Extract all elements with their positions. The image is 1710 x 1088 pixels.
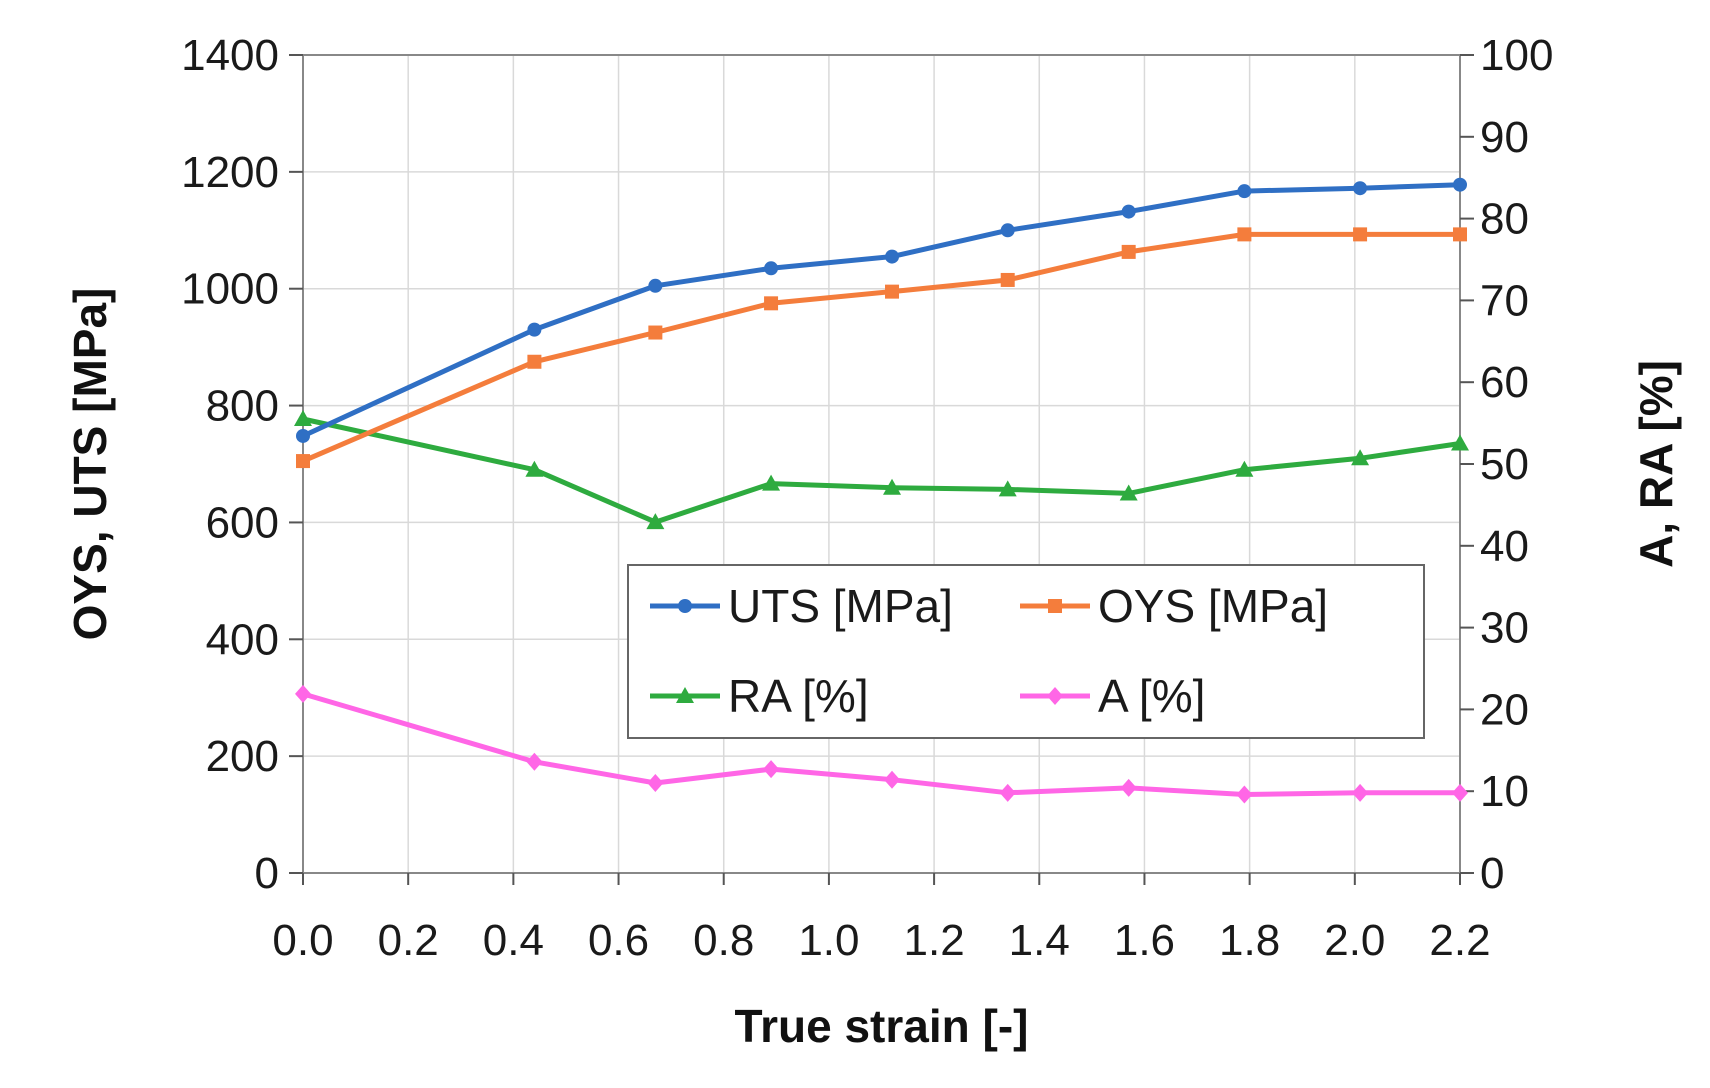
y-right-tick-label: 20	[1480, 685, 1529, 734]
y-right-tick-label: 10	[1480, 767, 1529, 816]
data-point	[646, 513, 665, 530]
y-right-tick-label: 60	[1480, 358, 1529, 407]
legend-label: A [%]	[1098, 670, 1205, 722]
y-left-tick-label: 0	[255, 849, 279, 898]
data-point	[999, 783, 1016, 802]
y-right-tick-label: 50	[1480, 440, 1529, 489]
series-line	[302, 416, 1461, 525]
x-tick-label: 0.6	[588, 916, 649, 965]
y-right-tick-label: 90	[1480, 113, 1529, 162]
data-point	[763, 760, 780, 779]
data-point	[884, 770, 901, 789]
data-point	[883, 478, 902, 495]
y-left-tick-label: 400	[206, 615, 279, 664]
y-right-tick-label: 100	[1480, 31, 1553, 80]
y-left-tick-label: 1400	[181, 31, 279, 80]
series-ra	[294, 410, 1469, 530]
data-point	[998, 480, 1017, 497]
data-point	[295, 684, 311, 703]
data-point	[294, 410, 312, 427]
data-point	[526, 752, 543, 771]
series-line	[302, 231, 1460, 464]
x-tick-label: 1.4	[1009, 916, 1070, 965]
legend-item: A [%]	[1020, 670, 1205, 722]
series-oys	[296, 227, 1467, 469]
data-point	[1235, 460, 1254, 477]
data-point	[1351, 449, 1370, 466]
data-point	[647, 774, 664, 793]
data-point	[1237, 184, 1252, 199]
data-point	[525, 460, 544, 477]
x-axis-title: True strain [-]	[735, 1000, 1029, 1052]
y-left-tick-label: 800	[206, 382, 279, 431]
data-point	[1237, 227, 1252, 242]
data-point	[1452, 783, 1468, 802]
x-tick-label: 1.6	[1114, 916, 1175, 965]
y-right-tick-label: 0	[1480, 849, 1504, 898]
y-axis-left-title: OYS, UTS [MPa]	[64, 288, 116, 641]
data-point	[1000, 272, 1015, 287]
legend-item: RA [%]	[650, 670, 869, 722]
data-point	[764, 296, 779, 311]
legend-label: UTS [MPa]	[728, 580, 953, 632]
data-point	[1353, 181, 1368, 196]
x-tick-label: 2.0	[1324, 916, 1385, 965]
y-right-tick-label: 70	[1480, 276, 1529, 325]
legend-label: RA [%]	[728, 670, 869, 722]
y-right-tick-label: 80	[1480, 195, 1529, 244]
legend-label: OYS [MPa]	[1098, 580, 1328, 632]
y-left-tick-label: 200	[206, 732, 279, 781]
data-point	[648, 325, 663, 340]
data-point	[527, 322, 542, 337]
data-point	[1121, 204, 1136, 219]
data-point	[1120, 778, 1137, 797]
series	[294, 177, 1469, 804]
data-point	[885, 249, 900, 264]
series-line	[301, 182, 1461, 439]
y-axis-right-title: A, RA [%]	[1630, 360, 1682, 568]
x-tick-label: 1.0	[798, 916, 859, 965]
legend: UTS [MPa] OYS [MPa] RA [%] A [%]	[627, 564, 1425, 739]
data-point	[885, 284, 900, 299]
y-left-tick-label: 1200	[181, 148, 279, 197]
legend-box	[627, 564, 1425, 739]
x-tick-label: 1.8	[1219, 916, 1280, 965]
legend-marker	[1048, 599, 1062, 613]
series-a	[295, 684, 1468, 804]
legend-marker	[1047, 687, 1063, 705]
x-tick-label: 0.0	[272, 916, 333, 965]
data-point	[762, 474, 781, 491]
legend-item: OYS [MPa]	[1020, 580, 1328, 632]
data-point	[296, 454, 310, 469]
legend-item: UTS [MPa]	[650, 580, 953, 632]
legend-marker	[676, 687, 694, 703]
data-point	[1353, 227, 1368, 242]
y-right-tick-label: 30	[1480, 604, 1529, 653]
series-uts	[296, 177, 1467, 443]
x-tick-label: 0.4	[483, 916, 544, 965]
data-point	[1352, 783, 1369, 802]
data-point	[1121, 244, 1136, 259]
data-point	[296, 428, 310, 443]
data-point	[1451, 434, 1469, 451]
data-point	[1119, 484, 1138, 501]
x-tick-label: 2.2	[1429, 916, 1490, 965]
series-line	[302, 691, 1460, 797]
y-left-tick-label: 600	[206, 498, 279, 547]
data-point	[648, 278, 663, 293]
data-point	[1453, 227, 1467, 242]
data-point	[1236, 785, 1253, 804]
y-right-tick-label: 40	[1480, 522, 1529, 571]
data-point	[527, 354, 542, 369]
legend-marker	[678, 599, 692, 613]
data-point	[1000, 223, 1015, 238]
x-tick-label: 0.8	[693, 916, 754, 965]
x-tick-label: 1.2	[904, 916, 965, 965]
data-point	[1453, 177, 1467, 192]
x-tick-label: 0.2	[378, 916, 439, 965]
y-left-tick-label: 1000	[181, 265, 279, 314]
axes: 0.0 0.2 0.4 0.6 0.8 1.0 1.2 1.4 1.6 1.8 2.0 2.20200…	[181, 31, 1553, 965]
data-point	[764, 261, 779, 276]
